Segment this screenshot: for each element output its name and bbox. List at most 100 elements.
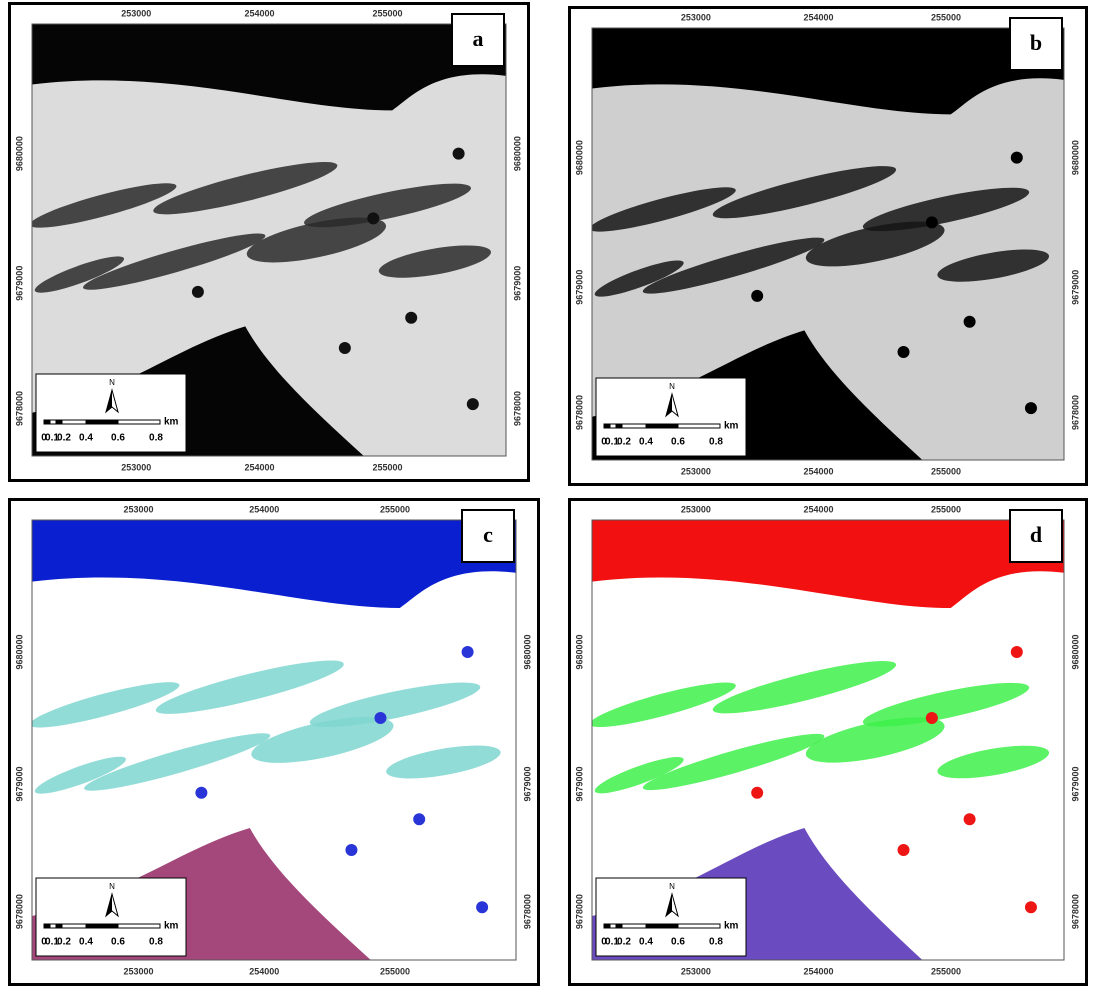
spot	[1011, 152, 1023, 164]
panel-label: a	[473, 26, 484, 51]
spot	[751, 787, 763, 799]
scale-label: 0.6	[111, 937, 125, 948]
spot	[964, 813, 976, 825]
map-panel: 2530002530002540002540002550002550009680…	[570, 500, 1087, 985]
panel-label: d	[1030, 522, 1042, 547]
scale-label: 0.2	[57, 937, 71, 948]
y-tick-label-right: 9679000	[1070, 766, 1080, 801]
y-tick-label-right: 9680000	[1070, 140, 1080, 175]
y-tick-label-right: 9679000	[522, 766, 532, 801]
x-tick-label-bottom: 253000	[681, 466, 711, 476]
x-tick-label-top: 254000	[804, 504, 834, 514]
x-tick-label-top: 253000	[123, 504, 153, 514]
spot	[195, 787, 207, 799]
y-tick-label-left: 9680000	[574, 140, 584, 175]
spot	[898, 346, 910, 358]
scale-label: 0.8	[149, 433, 163, 444]
spot	[405, 312, 417, 324]
y-tick-label-left: 9680000	[574, 634, 584, 669]
y-tick-label-right: 9679000	[512, 266, 522, 301]
y-tick-label-left: 9678000	[574, 894, 584, 929]
spot	[926, 712, 938, 724]
spot	[476, 901, 488, 913]
x-tick-label-top: 255000	[380, 504, 410, 514]
scale-segment	[678, 924, 720, 928]
scale-segment	[610, 424, 616, 428]
y-tick-label-left: 9678000	[574, 395, 584, 430]
y-tick-label-left: 9679000	[574, 766, 584, 801]
y-tick-label-right: 9678000	[1070, 894, 1080, 929]
panel-label: c	[483, 522, 493, 547]
y-tick-label-right: 9679000	[1070, 270, 1080, 305]
spot	[345, 844, 357, 856]
scale-segment	[622, 924, 646, 928]
x-tick-label-bottom: 254000	[804, 966, 834, 976]
scale-label: 0.2	[617, 437, 631, 448]
scale-segment	[604, 424, 610, 428]
scale-label: 0.4	[79, 433, 93, 444]
scale-segment	[62, 924, 86, 928]
spot	[339, 342, 351, 354]
scale-segment	[678, 424, 720, 428]
scale-label: 0.4	[639, 437, 653, 448]
spot	[462, 646, 474, 658]
x-tick-label-top: 253000	[681, 504, 711, 514]
x-tick-label-bottom: 253000	[681, 966, 711, 976]
north-label: N	[669, 382, 675, 391]
scale-label: 0.8	[149, 937, 163, 948]
scale-segment	[610, 924, 616, 928]
scale-unit: km	[164, 921, 179, 932]
x-tick-label-top: 253000	[681, 12, 711, 22]
spot	[374, 712, 386, 724]
x-tick-label-bottom: 254000	[249, 966, 279, 976]
y-tick-label-right: 9680000	[522, 634, 532, 669]
y-tick-label-right: 9678000	[512, 391, 522, 426]
scale-label: 0.8	[709, 437, 723, 448]
x-tick-label-top: 253000	[121, 8, 151, 18]
north-label: N	[109, 882, 115, 891]
scale-segment	[86, 924, 118, 928]
scale-segment	[86, 420, 118, 424]
y-tick-label-left: 9680000	[14, 136, 24, 171]
y-tick-label-left: 9680000	[14, 634, 24, 669]
scale-label: 0.6	[111, 433, 125, 444]
scale-segment	[646, 424, 678, 428]
scale-segment	[50, 924, 56, 928]
x-tick-label-bottom: 254000	[244, 462, 274, 472]
y-tick-label-right: 9680000	[512, 136, 522, 171]
x-tick-label-bottom: 255000	[380, 966, 410, 976]
x-tick-label-bottom: 255000	[931, 966, 961, 976]
x-tick-label-top: 255000	[931, 12, 961, 22]
map-panel: 2530002530002540002540002550002550009680…	[570, 8, 1087, 485]
scale-unit: km	[724, 421, 739, 432]
x-tick-label-top: 254000	[249, 504, 279, 514]
scale-segment	[646, 924, 678, 928]
x-tick-label-bottom: 254000	[804, 466, 834, 476]
scale-label: 0.6	[671, 437, 685, 448]
x-tick-label-bottom: 253000	[121, 462, 151, 472]
spot	[964, 316, 976, 328]
x-tick-label-bottom: 253000	[123, 966, 153, 976]
map-panel: 253000 253000 254000 254000 255000 255000 9680…	[10, 500, 539, 985]
spot	[898, 844, 910, 856]
scale-segment	[118, 420, 160, 424]
x-tick-label-bottom: 255000	[931, 466, 961, 476]
scale-segment	[44, 924, 50, 928]
x-tick-label-bottom: 255000	[372, 462, 402, 472]
y-tick-label-left: 9678000	[14, 391, 24, 426]
scale-label: 0.2	[617, 937, 631, 948]
map-panel: 2530002530002540002540002550002550009680…	[10, 4, 529, 481]
scale-label: 0.6	[671, 937, 685, 948]
scale-segment	[616, 924, 622, 928]
y-tick-label-right: 9678000	[1070, 395, 1080, 430]
spot	[1025, 901, 1037, 913]
spot	[453, 148, 465, 160]
scale-segment	[616, 424, 622, 428]
scale-label: 0.8	[709, 937, 723, 948]
scale-segment	[118, 924, 160, 928]
scale-label: 0.4	[639, 937, 653, 948]
spot	[413, 813, 425, 825]
scale-segment	[62, 420, 86, 424]
y-tick-label-left: 9679000	[14, 766, 24, 801]
north-label: N	[109, 378, 115, 387]
